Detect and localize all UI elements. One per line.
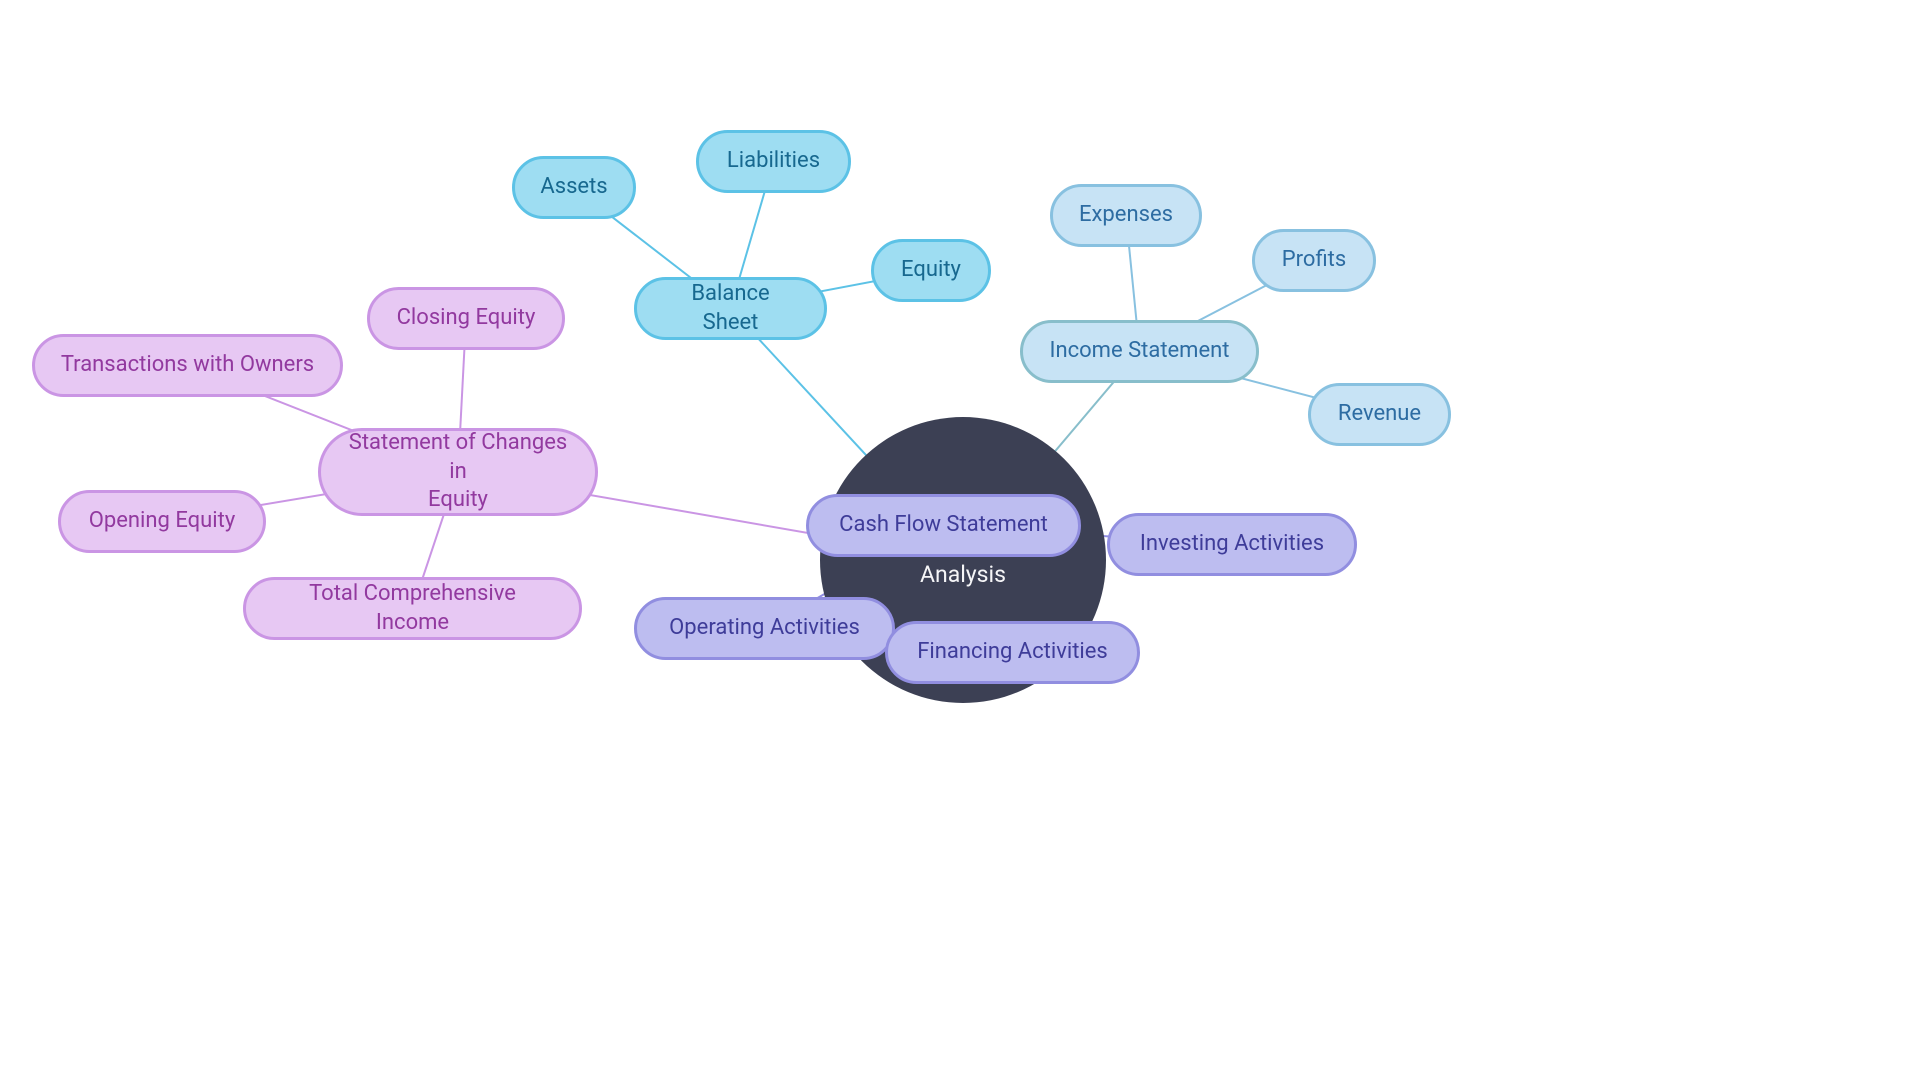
leaf-assets: Assets (512, 156, 636, 219)
leaf-expenses: Expenses (1050, 184, 1202, 247)
branch-balance: Balance Sheet (634, 277, 827, 340)
leaf-investing: Investing Activities (1107, 513, 1357, 576)
leaf-closing: Closing Equity (367, 287, 565, 350)
leaf-operating: Operating Activities (634, 597, 895, 660)
branch-income: Income Statement (1020, 320, 1259, 383)
leaf-equity: Equity (871, 239, 991, 302)
branch-cashflow: Cash Flow Statement (806, 494, 1081, 557)
leaf-financing: Financing Activities (885, 621, 1140, 684)
leaf-opening: Opening Equity (58, 490, 266, 553)
leaf-revenue: Revenue (1308, 383, 1451, 446)
leaf-liabilities: Liabilities (696, 130, 851, 193)
branch-equitychg: Statement of Changes in Equity (318, 428, 598, 516)
leaf-tci: Total Comprehensive Income (243, 577, 582, 640)
leaf-trans: Transactions with Owners (32, 334, 343, 397)
leaf-profits: Profits (1252, 229, 1376, 292)
